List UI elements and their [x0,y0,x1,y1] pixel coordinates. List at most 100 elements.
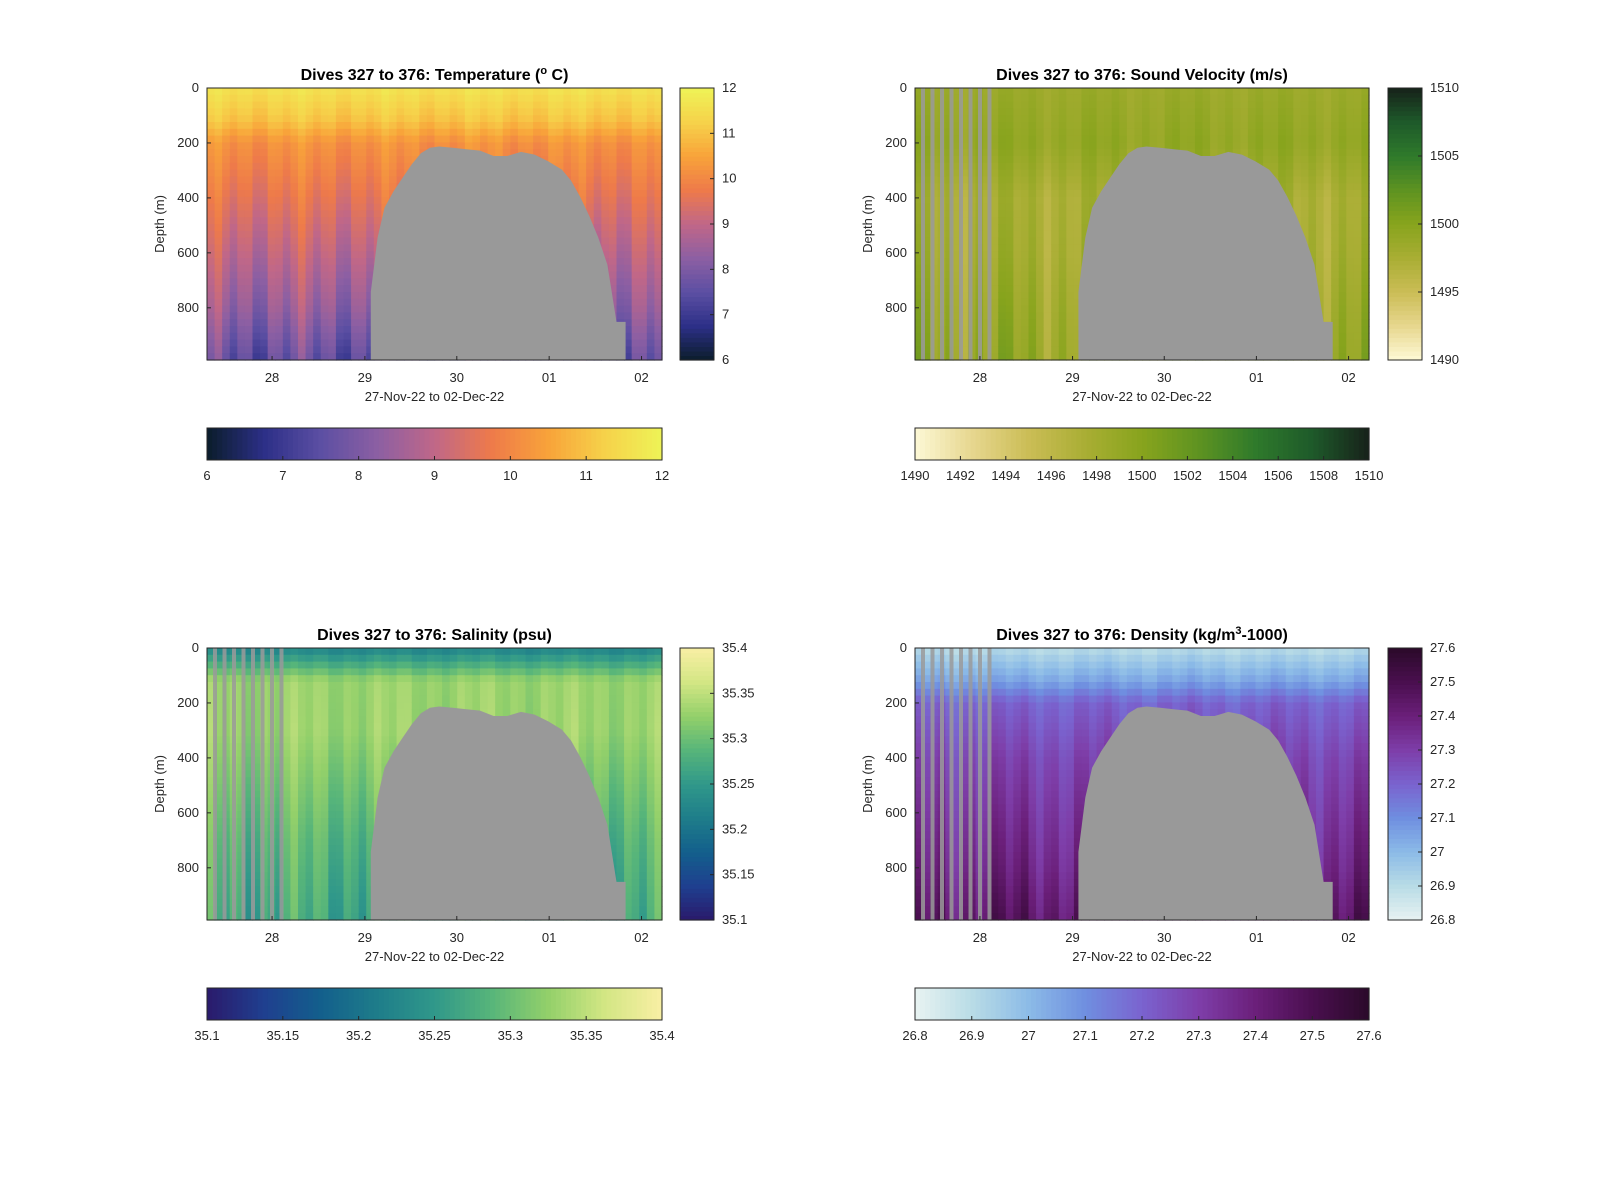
y-tick-label: 200 [177,135,199,150]
x-tick-label: 29 [1065,930,1079,945]
vertical-colorbar: 35.1 35.15 35.2 35.25 35.3 35.35 35.4 [679,640,755,927]
data-gap [930,648,935,920]
colorbar-tick-label: 1500 [1128,468,1157,483]
vertical-colorbar: 26.8 26.9 27 27.1 27.2 27.3 27.4 27.5 27.6 [1387,640,1455,927]
colorbar-tick-label: 11 [579,468,593,483]
colorbar-tick-label: 35.4 [722,640,747,655]
colorbar-tick-label: 35.15 [722,867,755,882]
colorbar-tick-label: 27.5 [1430,674,1455,689]
x-axis-label: 27-Nov-22 to 02-Dec-22 [1072,949,1211,964]
x-tick-label: 30 [1157,930,1171,945]
colorbar-tick-label: 35.2 [722,821,747,836]
data-gap [968,88,973,360]
x-tick-label: 01 [542,930,556,945]
colorbar-tick-label: 35.1 [194,1028,219,1043]
colorbar-tick-label: 26.9 [959,1028,984,1043]
colorbar-tick-label: 35.1 [722,912,747,927]
colorbar-tick-label: 9 [722,216,729,231]
y-tick-label: 400 [177,750,199,765]
data-gap [959,648,963,920]
colorbar-tick-label: 27.1 [1430,810,1455,825]
x-tick-label: 30 [450,930,464,945]
horizontal-colorbar: 6 7 8 9 10 11 12 [203,427,669,483]
y-tick-label: 800 [177,300,199,315]
colorbar-tick-label: 27.3 [1186,1028,1211,1043]
x-tick-label: 01 [542,370,556,385]
data-gap [279,648,284,920]
colorbar-tick-label: 27.1 [1073,1028,1098,1043]
colorbar-tick-label: 1510 [1430,80,1459,95]
plot-frame [206,87,663,361]
colorbar-tick-label: 1490 [1430,352,1459,367]
y-axis-label: Depth (m) [152,755,167,813]
chart-title: Dives 327 to 376: Salinity (psu) [317,627,552,644]
x-tick-label: 02 [634,930,648,945]
y-tick-label: 400 [177,190,199,205]
colorbar-tick-label: 1505 [1430,148,1459,163]
plot-frame [914,647,1370,921]
colorbar-tick-label: 27 [1021,1028,1035,1043]
colorbar-tick-label: 35.35 [570,1028,603,1043]
colorbar-tick-label: 27.5 [1300,1028,1325,1043]
vertical-colorbar: 1490 1495 1500 1505 1510 [1387,80,1459,367]
y-tick-label: 0 [900,640,907,655]
data-gap [987,88,992,360]
colorbar-tick-label: 8 [722,261,729,276]
colorbar-tick-label: 27 [1430,844,1444,859]
data-gap [978,648,982,920]
colorbar-tick-label: 35.3 [498,1028,523,1043]
y-axis-label: Depth (m) [860,195,875,253]
colorbar-tick-label: 1506 [1264,468,1293,483]
y-tick-label: 400 [885,750,907,765]
y-tick-label: 0 [192,80,199,95]
horizontal-colorbar: 26.8 26.9 27 27.1 27.2 27.3 27.4 27.5 27.6 [902,987,1382,1043]
plot-frame [914,87,1370,361]
x-tick-label: 28 [973,930,987,945]
x-tick-label: 28 [973,370,987,385]
y-tick-label: 600 [177,805,199,820]
colorbar-tick-label: 27.3 [1430,742,1455,757]
data-gap [921,648,925,920]
y-tick-label: 200 [885,695,907,710]
colorbar-tick-label: 11 [722,125,736,140]
colorbar-tick-label: 7 [279,468,286,483]
colorbar-tick-label: 1490 [901,468,930,483]
colorbar-tick-label: 1508 [1309,468,1338,483]
colorbar-tick-label: 27.4 [1243,1028,1268,1043]
colorbar-tick-label: 12 [655,468,669,483]
colorbar-tick-label: 1510 [1355,468,1384,483]
colorbar-tick-label: 1492 [946,468,975,483]
chart-title: Dives 327 to 376: Density (kg/m3-1000) [996,625,1288,644]
colorbar-tick-label: 1494 [991,468,1020,483]
colorbar-tick-label: 35.4 [649,1028,674,1043]
colorbar-tick-label: 35.3 [722,731,747,746]
horizontal-colorbar: 35.1 35.15 35.2 35.25 35.3 35.35 35.4 [194,987,675,1043]
x-axis-label: 27-Nov-22 to 02-Dec-22 [365,389,504,404]
x-tick-label: 02 [1341,930,1355,945]
y-tick-label: 600 [885,805,907,820]
plot-frame [206,647,663,921]
x-tick-label: 28 [265,370,279,385]
colorbar-tick-label: 1504 [1218,468,1247,483]
data-gap [232,648,236,920]
colorbar-tick-label: 26.8 [1430,912,1455,927]
x-axis-label: 27-Nov-22 to 02-Dec-22 [365,949,504,964]
data-gap [270,648,274,920]
x-tick-label: 28 [265,930,279,945]
horizontal-colorbar: 1490 1492 1494 1496 1498 1500 1502 1504 1506 1508… [901,427,1384,483]
x-tick-label: 30 [1157,370,1171,385]
data-gap [241,648,246,920]
data-gap [949,648,954,920]
chart-panel-1: Dives 327 to 376: Sound Velocity (m/s)02… [860,67,1459,483]
colorbar-tick-label: 35.2 [346,1028,371,1043]
colorbar-tick-label: 9 [431,468,438,483]
data-gap [921,88,925,360]
y-tick-label: 0 [900,80,907,95]
bathymetry-area [370,146,626,360]
colorbar-tick-label: 26.9 [1430,878,1455,893]
colorbar-tick-label: 1502 [1173,468,1202,483]
colorbar-tick-label: 26.8 [902,1028,927,1043]
y-tick-label: 0 [192,640,199,655]
chart-panel-0: Dives 327 to 376: Temperature (o C) 0 200 4… [152,65,736,483]
colorbar-tick-label: 35.35 [722,685,755,700]
